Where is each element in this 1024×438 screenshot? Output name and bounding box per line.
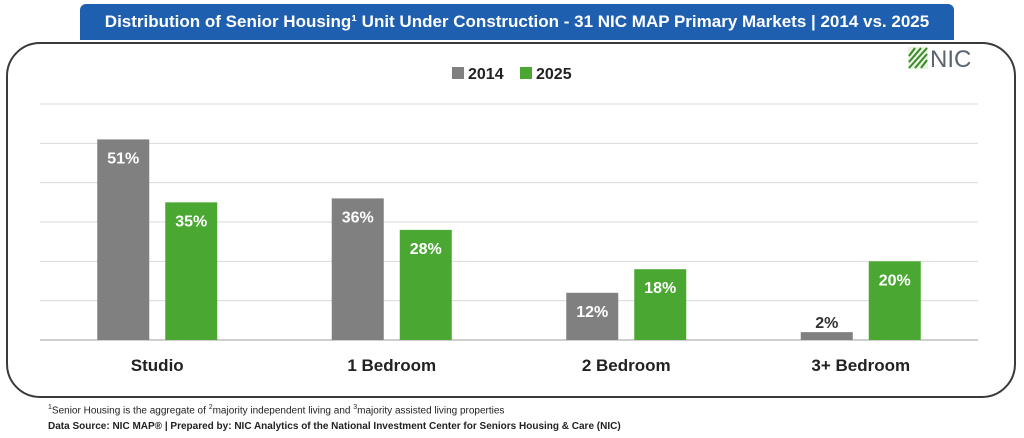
footnote-text-2: majority independent living and (212, 405, 354, 417)
footnote-mark-3: 3 (353, 404, 358, 411)
bar-2025-2 (634, 269, 687, 340)
category-label-2: 2 Bedroom (582, 356, 671, 375)
bar-2014-3 (800, 332, 853, 340)
data-label-2014-3: 2% (815, 315, 838, 332)
footnote-mark-1: 1 (48, 404, 52, 411)
data-label-2025-3: 20% (879, 272, 911, 289)
category-label-0: Studio (131, 356, 184, 375)
nic-logo-icon (908, 47, 928, 69)
bar-2014-2 (566, 292, 619, 340)
data-label-2025-2: 18% (644, 280, 676, 297)
footnote-mark-2: 2 (208, 404, 213, 411)
footnote-text-1: Senior Housing is the aggregate of (51, 405, 209, 417)
legend-label-2025: 2025 (536, 66, 572, 83)
legend-swatch-2014 (452, 67, 464, 79)
data-source: Data Source: NIC MAP® | Prepared by: NIC… (48, 421, 621, 432)
data-label-2014-0: 51% (107, 150, 139, 167)
data-label-2025-0: 35% (175, 213, 207, 230)
bar-2014-0 (97, 139, 150, 340)
footnote: 1Senior Housing is the aggregate of 2maj… (48, 404, 504, 416)
category-label-1: 1 Bedroom (347, 356, 436, 375)
bar-chart: 51% 35% Studio 36% 28% 1 Bedroom 12% 18% 2 Bedro… (40, 66, 978, 375)
bar-2014-1 (331, 198, 384, 340)
category-label-3: 3+ Bedroom (811, 356, 910, 375)
nic-logo: NIC (908, 46, 971, 72)
data-label-2014-1: 36% (342, 209, 374, 226)
chart-title: Distribution of Senior Housing¹ Unit Und… (80, 4, 954, 40)
bar-2025-0 (165, 202, 218, 340)
legend-swatch-2025 (520, 67, 532, 79)
bar-2025-3 (868, 261, 921, 340)
data-label-2025-1: 28% (410, 241, 442, 258)
logo-text: NIC (930, 46, 971, 72)
footnote-text-3: majority assisted living properties (357, 405, 505, 417)
data-label-2014-2: 12% (576, 304, 608, 321)
legend-label-2014: 2014 (468, 66, 504, 83)
bar-2025-1 (399, 229, 452, 340)
